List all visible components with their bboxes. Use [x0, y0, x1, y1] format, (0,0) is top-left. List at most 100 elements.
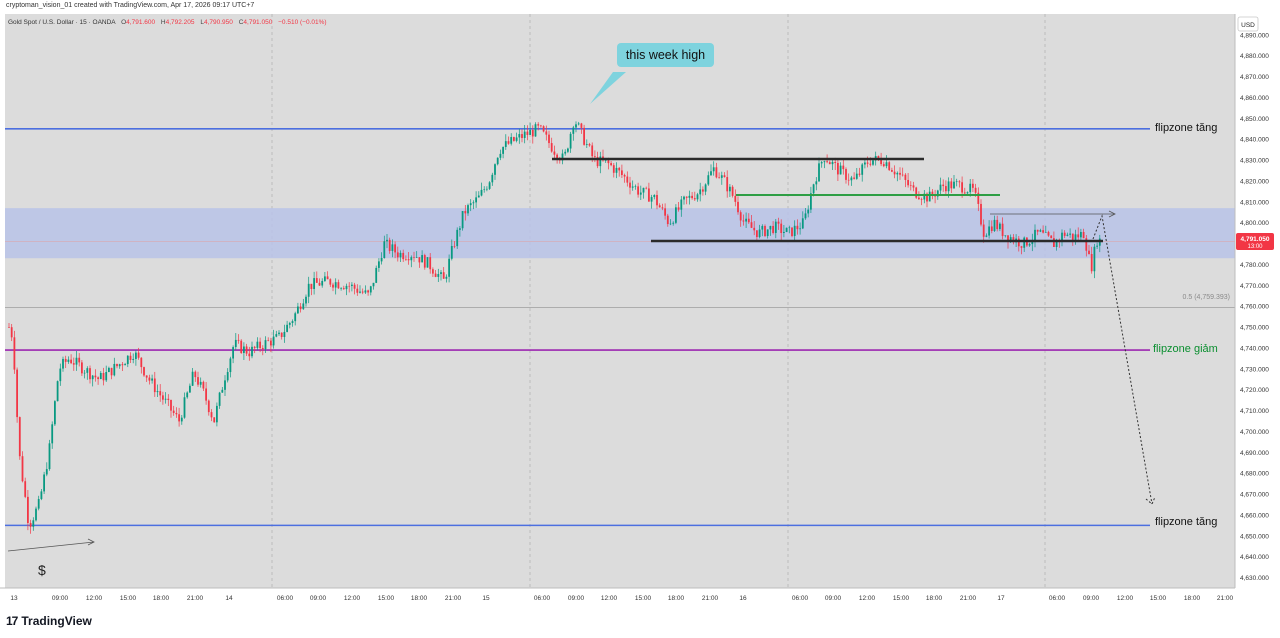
candle-body: [888, 162, 891, 171]
candle-body: [415, 257, 418, 258]
candle-body: [756, 230, 758, 238]
candle-body: [580, 123, 583, 128]
time-tick-label: 15:00: [635, 595, 652, 602]
callout-box: [617, 43, 714, 67]
currency-badge[interactable]: [1237, 16, 1259, 32]
dotted-path: [1092, 214, 1153, 505]
candle-body: [261, 348, 264, 350]
candle-body: [310, 283, 313, 290]
time-tick-label: 09:00: [1083, 595, 1100, 602]
candle-body: [450, 246, 453, 259]
candle-body: [35, 508, 37, 521]
candle-body: [963, 192, 966, 194]
candle-body: [329, 279, 332, 285]
candle-body: [980, 203, 982, 225]
candle-body: [172, 410, 175, 413]
price-chart[interactable]: $ this week high flipzone tăng flipzone …: [0, 14, 1280, 606]
candle-body: [583, 127, 585, 145]
candle-body: [650, 197, 653, 202]
time-tick-label: 16: [739, 595, 747, 602]
candle-body: [1093, 246, 1096, 272]
candle-body: [607, 160, 610, 164]
time-axis[interactable]: [0, 588, 1280, 606]
candle-body: [407, 259, 410, 261]
candle-body: [1044, 232, 1047, 233]
candle-body: [294, 313, 297, 322]
candle-body: [569, 133, 572, 149]
candle-body: [788, 227, 791, 229]
candle-body: [869, 163, 872, 165]
candle-body: [923, 193, 926, 200]
time-tick-label: 12:00: [344, 595, 361, 602]
candle-body: [783, 231, 785, 234]
candle-body: [866, 162, 869, 164]
candle-body: [750, 222, 753, 228]
candle-body: [993, 219, 996, 231]
candle-body: [947, 181, 950, 192]
flipzone-up-bottom-label: flipzone tăng: [1155, 516, 1217, 528]
candle-body: [718, 177, 720, 178]
candle-body: [89, 368, 91, 380]
candle-body: [734, 195, 737, 202]
candle-body: [356, 288, 359, 293]
candle-body: [359, 291, 361, 293]
candle-body: [488, 182, 491, 189]
fib-label: 0.5 (4,759.393): [1183, 294, 1230, 301]
open-key: O: [121, 19, 126, 26]
candle-body: [926, 193, 928, 202]
svg-text:Gold Spot / U.S. Dollar · 15 ·: Gold Spot / U.S. Dollar · 15 · OANDA O4,…: [8, 19, 327, 26]
candle-body: [275, 334, 278, 337]
candle-body: [464, 211, 467, 214]
candle-body: [456, 229, 459, 247]
candle-body: [772, 225, 774, 233]
tradingview-brand[interactable]: 17 TradingView: [6, 614, 92, 628]
candle-body: [121, 364, 124, 366]
candle-body: [491, 174, 494, 183]
candle-body: [364, 290, 367, 293]
candle-body: [186, 392, 189, 398]
candle-body: [891, 170, 893, 172]
candle-body: [858, 173, 861, 175]
candle-body: [696, 194, 699, 200]
candle-body: [283, 331, 286, 337]
candle-body: [780, 223, 783, 234]
candle-body: [256, 341, 259, 348]
candle-body: [353, 284, 356, 289]
candle-body: [677, 207, 680, 210]
candle-body: [615, 167, 618, 173]
time-tick-label: 18:00: [411, 595, 428, 602]
candle-body: [977, 192, 980, 204]
candle-body: [199, 381, 202, 385]
candle-body: [931, 191, 934, 196]
candle-body: [785, 227, 788, 232]
candle-body: [553, 151, 556, 155]
time-tick-label: 06:00: [1049, 595, 1066, 602]
time-tick-label: 15:00: [378, 595, 395, 602]
candle-body: [237, 339, 240, 341]
candle-body: [990, 226, 993, 231]
candle-body: [37, 499, 40, 509]
candle-body: [893, 171, 896, 175]
candle-body: [27, 496, 29, 523]
candle-body: [720, 175, 723, 178]
candle-body: [56, 381, 59, 402]
candle-body: [669, 223, 672, 225]
candle-body: [224, 380, 226, 390]
candle-body: [496, 157, 499, 165]
candle-body: [1080, 231, 1082, 238]
candle-body: [245, 346, 248, 354]
candle-body: [691, 195, 693, 199]
candle-body: [318, 282, 321, 286]
price-axis[interactable]: [1235, 14, 1280, 606]
price-tick-label: 4,730.000: [1240, 366, 1269, 373]
candle-body: [332, 284, 334, 288]
candle-body: [267, 340, 270, 341]
candle-body: [896, 172, 899, 175]
candle-body: [345, 285, 348, 290]
candle-body: [396, 252, 399, 258]
time-tick-label: 15: [482, 595, 490, 602]
candle-body: [442, 272, 445, 279]
candle-body: [286, 324, 288, 332]
plot-background: [5, 14, 1235, 588]
candle-body: [712, 167, 715, 172]
